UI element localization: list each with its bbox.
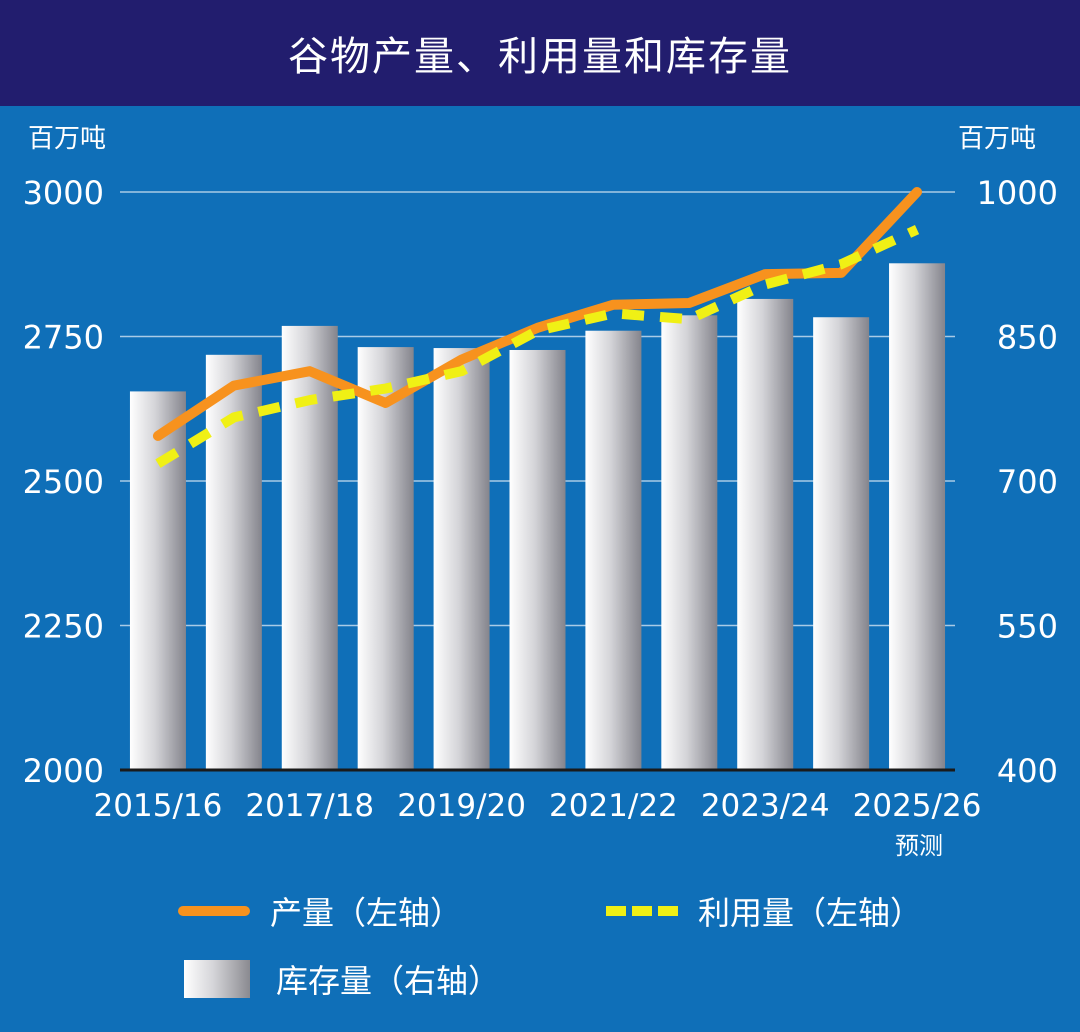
stock-bar xyxy=(585,330,642,770)
legend-utilization: 利用量（左轴） xyxy=(606,888,922,934)
forecast-label: 预测 xyxy=(895,832,943,860)
x-tick-label: 2023/24 xyxy=(701,788,830,824)
right-tick-label: 1000 xyxy=(977,174,1058,212)
chart-svg: 2000 2250 2500 2750 3000 400 550 700 850 1000 2015… xyxy=(23,174,1058,860)
right-axis-unit: 百万吨 xyxy=(957,124,1036,154)
legend-stocks: 库存量（右轴） xyxy=(184,956,500,1002)
left-tick-label: 2000 xyxy=(23,752,104,790)
left-axis-unit: 百万吨 xyxy=(28,124,107,154)
x-tick-label: 2017/18 xyxy=(245,788,374,824)
stock-bar xyxy=(813,317,870,770)
x-tick-label: 2021/22 xyxy=(549,788,678,824)
x-tick-label: 2019/20 xyxy=(397,788,526,824)
left-tick-label: 2250 xyxy=(23,608,104,646)
stock-bar xyxy=(357,347,414,770)
stock-bar xyxy=(433,348,490,770)
left-tick-label: 2750 xyxy=(23,319,104,357)
production-line xyxy=(152,187,923,441)
title-bar: 谷物产量、利用量和库存量 xyxy=(0,0,1080,106)
legend-stocks-label: 库存量（右轴） xyxy=(276,962,501,1000)
x-tick-label: 2015/16 xyxy=(94,788,223,824)
left-tick-label: 3000 xyxy=(23,174,104,212)
stock-bar xyxy=(737,298,794,770)
x-tick-label: 2025/26 xyxy=(853,788,982,824)
series-lines xyxy=(152,187,923,468)
tick-labels: 2000 2250 2500 2750 3000 400 550 700 850 1000 2015… xyxy=(23,174,1058,860)
stock-bars xyxy=(129,263,946,770)
stock-bar xyxy=(129,391,186,770)
legend-production-label: 产量（左轴） xyxy=(270,894,463,932)
chart-title: 谷物产量、利用量和库存量 xyxy=(288,34,792,80)
utilization-dashed-line-icon xyxy=(606,906,678,916)
stock-bar xyxy=(281,325,338,770)
legend-utilization-label: 利用量（左轴） xyxy=(698,894,923,932)
right-tick-label: 850 xyxy=(997,319,1058,357)
production-line-icon xyxy=(178,906,250,916)
stock-bar xyxy=(661,315,718,770)
stock-bar xyxy=(509,349,566,770)
right-tick-label: 400 xyxy=(997,752,1058,790)
stock-bar xyxy=(205,354,262,770)
stock-bar xyxy=(889,263,946,770)
right-tick-label: 550 xyxy=(997,608,1058,646)
left-tick-label: 2500 xyxy=(23,463,104,501)
stocks-bar-icon xyxy=(184,960,250,998)
legend-production: 产量（左轴） xyxy=(178,888,462,934)
right-tick-label: 700 xyxy=(997,463,1058,501)
